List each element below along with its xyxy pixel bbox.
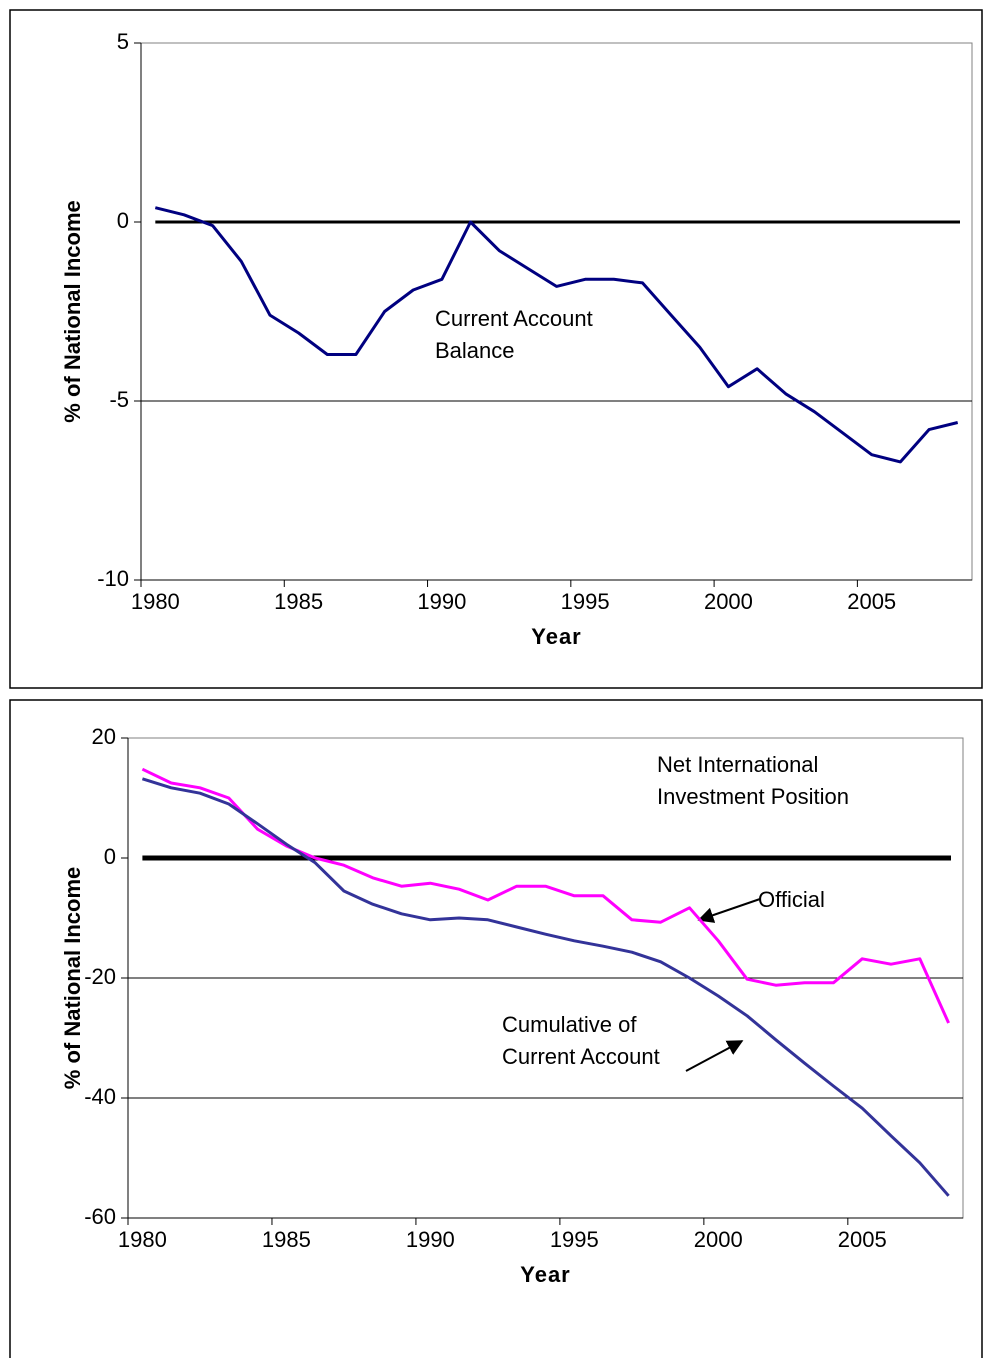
x-tick-label: 1995: [561, 589, 610, 614]
annotation: Investment Position: [657, 784, 849, 809]
x-tick-label: 1990: [406, 1227, 455, 1252]
x-tick-label: 1995: [550, 1227, 599, 1252]
annotation: Cumulative of: [502, 1012, 637, 1037]
x-tick-label: 2000: [704, 589, 753, 614]
x-tick-label: 2005: [838, 1227, 887, 1252]
arrow: [685, 1040, 744, 1072]
line-series: [141, 767, 950, 1024]
annotation: Balance: [435, 338, 515, 363]
chart-frame: [9, 9, 983, 689]
y-tick-label: 0: [104, 844, 116, 869]
line-series: [141, 777, 950, 1197]
x-axis-label: Year: [520, 1262, 571, 1287]
chart-frame: [9, 699, 983, 1358]
x-tick-label: 1985: [262, 1227, 311, 1252]
x-tick-label: 2005: [847, 589, 896, 614]
annotation: Current Account: [502, 1044, 660, 1069]
arrow: [697, 898, 761, 923]
annotation: Net International: [657, 752, 818, 777]
y-axis-label: % of National Income: [60, 867, 85, 1089]
x-tick-label: 1980: [118, 1227, 167, 1252]
y-tick-label: -5: [109, 387, 129, 412]
annotation: Current Account: [435, 306, 593, 331]
annotation: Official: [758, 887, 825, 912]
y-tick-label: -20: [84, 964, 116, 989]
line-series: [154, 206, 959, 464]
y-tick-label: -40: [84, 1084, 116, 1109]
y-tick-label: -60: [84, 1204, 116, 1229]
x-axis-label: Year: [531, 624, 582, 649]
y-tick-label: 0: [117, 208, 129, 233]
y-tick-label: 5: [117, 29, 129, 54]
x-tick-label: 2000: [694, 1227, 743, 1252]
x-tick-label: 1990: [417, 589, 466, 614]
x-tick-label: 1980: [131, 589, 180, 614]
y-axis-label: % of National Income: [60, 200, 85, 422]
x-tick-label: 1985: [274, 589, 323, 614]
y-tick-label: 20: [92, 724, 116, 749]
y-tick-label: -10: [97, 566, 129, 591]
